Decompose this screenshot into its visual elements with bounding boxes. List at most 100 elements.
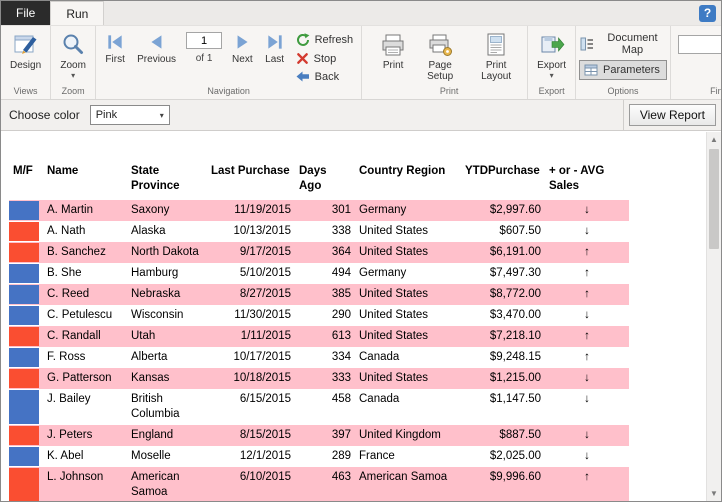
- group-label-print: Print: [439, 86, 459, 96]
- document-map-button[interactable]: Document Map: [579, 31, 667, 57]
- vertical-scrollbar[interactable]: ▲ ▼: [706, 132, 721, 501]
- cell-mf: [9, 368, 43, 389]
- cell-state-province: Moselle: [131, 450, 171, 462]
- cell-mf: [9, 263, 43, 284]
- table-row: B. Sanchez North Dakota 9/17/2015 364 United…: [9, 242, 629, 263]
- trend-up-arrow-icon: ↑: [584, 246, 590, 258]
- last-page-button[interactable]: Last: [259, 27, 291, 68]
- header-days-ago: Days Ago: [299, 165, 327, 192]
- cell-days-ago: 397: [331, 429, 351, 441]
- cell-name: C. Randall: [47, 330, 101, 342]
- cell-country-region: United Kingdom: [359, 429, 441, 441]
- next-page-icon: [232, 32, 252, 52]
- report-table: M/F Name State Province Last Purchase Da…: [9, 162, 629, 501]
- export-button[interactable]: Export ▾: [531, 27, 572, 82]
- cell-name: K. Abel: [47, 450, 84, 462]
- cell-days-ago: 289: [331, 450, 351, 462]
- stop-button[interactable]: Stop: [295, 51, 355, 66]
- male-color-swatch: [9, 348, 39, 367]
- back-label: Back: [314, 70, 340, 83]
- cell-country-region: American Samoa: [359, 471, 448, 483]
- header-mf: M/F: [13, 165, 33, 177]
- tab-file[interactable]: File: [1, 1, 51, 25]
- scroll-up-icon[interactable]: ▲: [710, 135, 718, 144]
- parameters-button[interactable]: Parameters: [579, 60, 667, 80]
- cell-last-purchase: 5/10/2015: [239, 267, 291, 279]
- scrollbar-thumb[interactable]: [709, 149, 719, 249]
- export-dropdown-caret: ▾: [549, 71, 554, 80]
- print-layout-icon: [483, 32, 509, 58]
- print-label: Print: [382, 60, 404, 71]
- previous-page-button[interactable]: Previous: [131, 27, 182, 68]
- cell-name: L. Johnson: [47, 471, 104, 483]
- refresh-button[interactable]: Refresh: [295, 32, 355, 48]
- trend-down-arrow-icon: ↓: [584, 225, 590, 237]
- back-button[interactable]: Back: [295, 69, 355, 84]
- header-country-region: Country Region: [359, 165, 446, 177]
- cell-country-region: Canada: [359, 351, 400, 363]
- male-color-swatch: [9, 390, 39, 424]
- table-row: B. She Hamburg 5/10/2015 494 Germany $7,497.3…: [9, 263, 629, 284]
- cell-last-purchase: 1/11/2015: [240, 330, 291, 342]
- cell-state-province: Alaska: [131, 225, 166, 237]
- cell-last-purchase: 8/15/2015: [239, 429, 291, 441]
- table-row: C. Randall Utah 1/11/2015 613 United States $…: [9, 326, 629, 347]
- cell-ytd-purchase: $887.50: [499, 429, 541, 441]
- cell-name: J. Peters: [47, 429, 93, 441]
- cell-days-ago: 613: [331, 330, 351, 342]
- female-color-swatch: [9, 327, 39, 346]
- zoom-label: Zoom: [60, 60, 86, 71]
- document-map-icon: [580, 37, 594, 51]
- header-name: Name: [47, 165, 79, 177]
- cell-name: G. Patterson: [47, 372, 112, 384]
- trend-down-arrow-icon: ↓: [584, 372, 590, 384]
- trend-up-arrow-icon: ↑: [584, 351, 590, 363]
- header-avg-sales-trend: + or - AVG Sales: [549, 165, 605, 192]
- back-arrow-icon: [296, 70, 310, 83]
- next-page-button[interactable]: Next: [226, 27, 259, 68]
- page-number-input[interactable]: [186, 32, 223, 49]
- first-page-button[interactable]: First: [99, 27, 131, 68]
- document-map-label: Document Map: [607, 32, 658, 56]
- table-row: G. Patterson Kansas 10/18/2015 333 United St…: [9, 368, 629, 389]
- group-label-export: Export: [538, 86, 565, 96]
- parameters-label: Parameters: [603, 64, 660, 76]
- export-label: Export: [537, 60, 567, 71]
- ribbon-group-print: Print Page Setup Print Layout Print: [362, 26, 529, 99]
- ribbon-group-find: Find: [671, 26, 721, 99]
- ribbon-group-zoom: Zoom ▾ Zoom: [51, 26, 97, 99]
- group-label-options: Options: [607, 86, 639, 96]
- cell-name: B. She: [47, 267, 82, 279]
- tab-run[interactable]: Run: [50, 1, 105, 25]
- page-number-box: of 1: [182, 27, 226, 64]
- female-color-swatch: [9, 222, 39, 241]
- page-setup-button[interactable]: Page Setup: [412, 27, 468, 85]
- zoom-button[interactable]: Zoom ▾: [54, 27, 92, 82]
- cell-ytd-purchase: $3,470.00: [489, 309, 541, 321]
- page-count-label: of 1: [195, 53, 213, 64]
- export-icon: [539, 32, 565, 58]
- cell-last-purchase: 11/19/2015: [234, 204, 291, 216]
- cell-days-ago: 301: [331, 204, 351, 216]
- cell-days-ago: 364: [331, 246, 351, 258]
- group-label-zoom: Zoom: [61, 86, 85, 96]
- color-parameter-dropdown[interactable]: Pink ▾: [89, 105, 170, 125]
- first-page-icon: [105, 32, 125, 52]
- cell-mf: [9, 425, 43, 446]
- trend-down-arrow-icon: ↓: [584, 204, 590, 216]
- find-input[interactable]: [677, 35, 721, 54]
- cell-mf: [9, 446, 43, 467]
- help-button[interactable]: ?: [699, 5, 716, 22]
- cell-days-ago: 385: [331, 288, 351, 300]
- previous-page-label: Previous: [137, 54, 177, 65]
- scroll-down-icon[interactable]: ▼: [710, 489, 718, 498]
- print-layout-button[interactable]: Print Layout: [468, 27, 524, 85]
- table-row: L. Johnson American Samoa 6/10/2015 463 Amer…: [9, 467, 629, 501]
- view-report-button[interactable]: View Report: [628, 104, 716, 126]
- print-button[interactable]: Print: [374, 27, 412, 74]
- female-color-swatch: [9, 243, 39, 262]
- design-button[interactable]: Design: [4, 27, 47, 74]
- female-color-swatch: [9, 426, 39, 445]
- trend-down-arrow-icon: ↓: [584, 309, 590, 321]
